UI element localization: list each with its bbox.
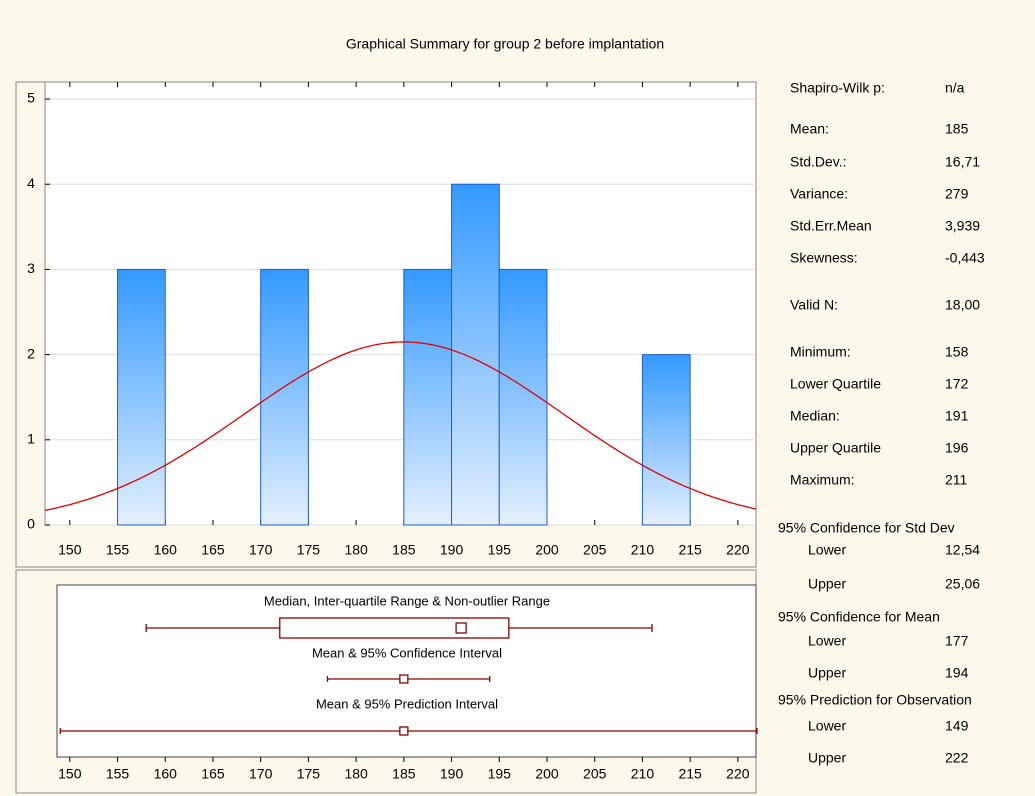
- stat-value: -0,443: [945, 250, 985, 266]
- stat-value: 194: [945, 665, 969, 681]
- stat-label: Median:: [790, 408, 840, 424]
- x-tick-label: 195: [488, 766, 512, 782]
- stat-value: 25,06: [945, 576, 980, 592]
- bar: [403, 268, 453, 526]
- center-marker: [399, 674, 409, 684]
- x-tick-label: 185: [392, 766, 416, 782]
- stat-label: Std.Dev.:: [790, 154, 847, 170]
- stat-label: Lower: [808, 718, 846, 734]
- stat-label: Upper: [808, 665, 846, 681]
- x-tick-label: 185: [392, 542, 416, 558]
- y-tick-label: 4: [27, 175, 35, 191]
- stat-label: Valid N:: [790, 297, 838, 313]
- stat-value: n/a: [945, 80, 965, 96]
- stat-value: 191: [945, 408, 969, 424]
- x-tick-label: 200: [535, 766, 559, 782]
- x-tick-label: 155: [106, 766, 130, 782]
- bar: [117, 268, 166, 526]
- stat-value: 16,71: [945, 154, 980, 170]
- stat-label: Mean:: [790, 121, 829, 137]
- stat-value: 196: [945, 440, 969, 456]
- bar: [641, 354, 691, 526]
- x-tick-label: 180: [344, 542, 368, 558]
- stat-label: Lower: [808, 633, 846, 649]
- chart-title: Graphical Summary for group 2 before imp…: [346, 36, 664, 52]
- x-tick-label: 200: [535, 542, 559, 558]
- x-tick-label: 160: [154, 542, 178, 558]
- y-tick-label: 2: [27, 345, 35, 361]
- box-row-label: Mean & 95% Prediction Interval: [316, 696, 498, 711]
- stat-label: Std.Err.Mean: [790, 218, 872, 234]
- x-tick-label: 220: [726, 766, 750, 782]
- x-tick-label: 165: [201, 766, 225, 782]
- x-tick-label: 215: [678, 542, 702, 558]
- y-tick-label: 1: [27, 431, 35, 447]
- bar: [451, 183, 500, 526]
- stat-label: Upper: [808, 750, 846, 766]
- x-tick-label: 205: [583, 542, 607, 558]
- x-tick-label: 210: [631, 766, 655, 782]
- stat-value: 149: [945, 718, 969, 734]
- x-tick-label: 190: [440, 542, 464, 558]
- y-tick-label: 0: [27, 516, 35, 532]
- normal-curve: [44, 341, 757, 512]
- stat-label: Skewness:: [790, 250, 858, 266]
- stat-value: 18,00: [945, 297, 980, 313]
- x-tick-label: 150: [58, 766, 82, 782]
- stat-value: 158: [945, 344, 969, 360]
- stat-label: Upper: [808, 576, 846, 592]
- stat-header: 95% Confidence for Std Dev: [778, 520, 955, 536]
- stat-label: Shapiro-Wilk p:: [790, 80, 885, 96]
- x-tick-label: 180: [344, 766, 368, 782]
- x-tick-label: 170: [249, 766, 273, 782]
- box-row-label: Median, Inter-quartile Range & Non-outli…: [264, 593, 550, 608]
- x-tick-label: 170: [249, 542, 273, 558]
- x-tick-label: 160: [154, 766, 178, 782]
- x-tick-label: 205: [583, 766, 607, 782]
- stat-label: Lower: [808, 542, 846, 558]
- center-marker: [455, 622, 467, 634]
- stat-label: Minimum:: [790, 344, 851, 360]
- center-marker: [399, 726, 409, 736]
- box-row-label: Mean & 95% Confidence Interval: [312, 645, 502, 660]
- x-tick-label: 190: [440, 766, 464, 782]
- stat-label: Lower Quartile: [790, 376, 881, 392]
- x-tick-label: 210: [631, 542, 655, 558]
- stat-value: 177: [945, 633, 969, 649]
- x-tick-label: 165: [201, 542, 225, 558]
- stat-value: 185: [945, 121, 969, 137]
- x-tick-label: 155: [106, 542, 130, 558]
- stat-value: 12,54: [945, 542, 980, 558]
- stat-value: 279: [945, 186, 969, 202]
- y-tick-label: 5: [27, 90, 35, 106]
- stat-label: Variance:: [790, 186, 848, 202]
- x-tick-label: 175: [297, 542, 321, 558]
- y-tick-label: 3: [27, 260, 35, 276]
- stat-header: 95% Prediction for Observation: [778, 692, 972, 708]
- x-tick-label: 220: [726, 542, 750, 558]
- stat-value: 211: [945, 472, 968, 488]
- x-tick-label: 175: [297, 766, 321, 782]
- stat-value: 222: [945, 750, 969, 766]
- stat-value: 3,939: [945, 218, 980, 234]
- iqr-box: [279, 617, 510, 639]
- stat-header: 95% Confidence for Mean: [778, 609, 940, 625]
- stat-label: Upper Quartile: [790, 440, 881, 456]
- x-tick-label: 150: [58, 542, 82, 558]
- stat-value: 172: [945, 376, 969, 392]
- x-tick-label: 195: [488, 542, 512, 558]
- x-tick-label: 215: [678, 766, 702, 782]
- stat-label: Maximum:: [790, 472, 855, 488]
